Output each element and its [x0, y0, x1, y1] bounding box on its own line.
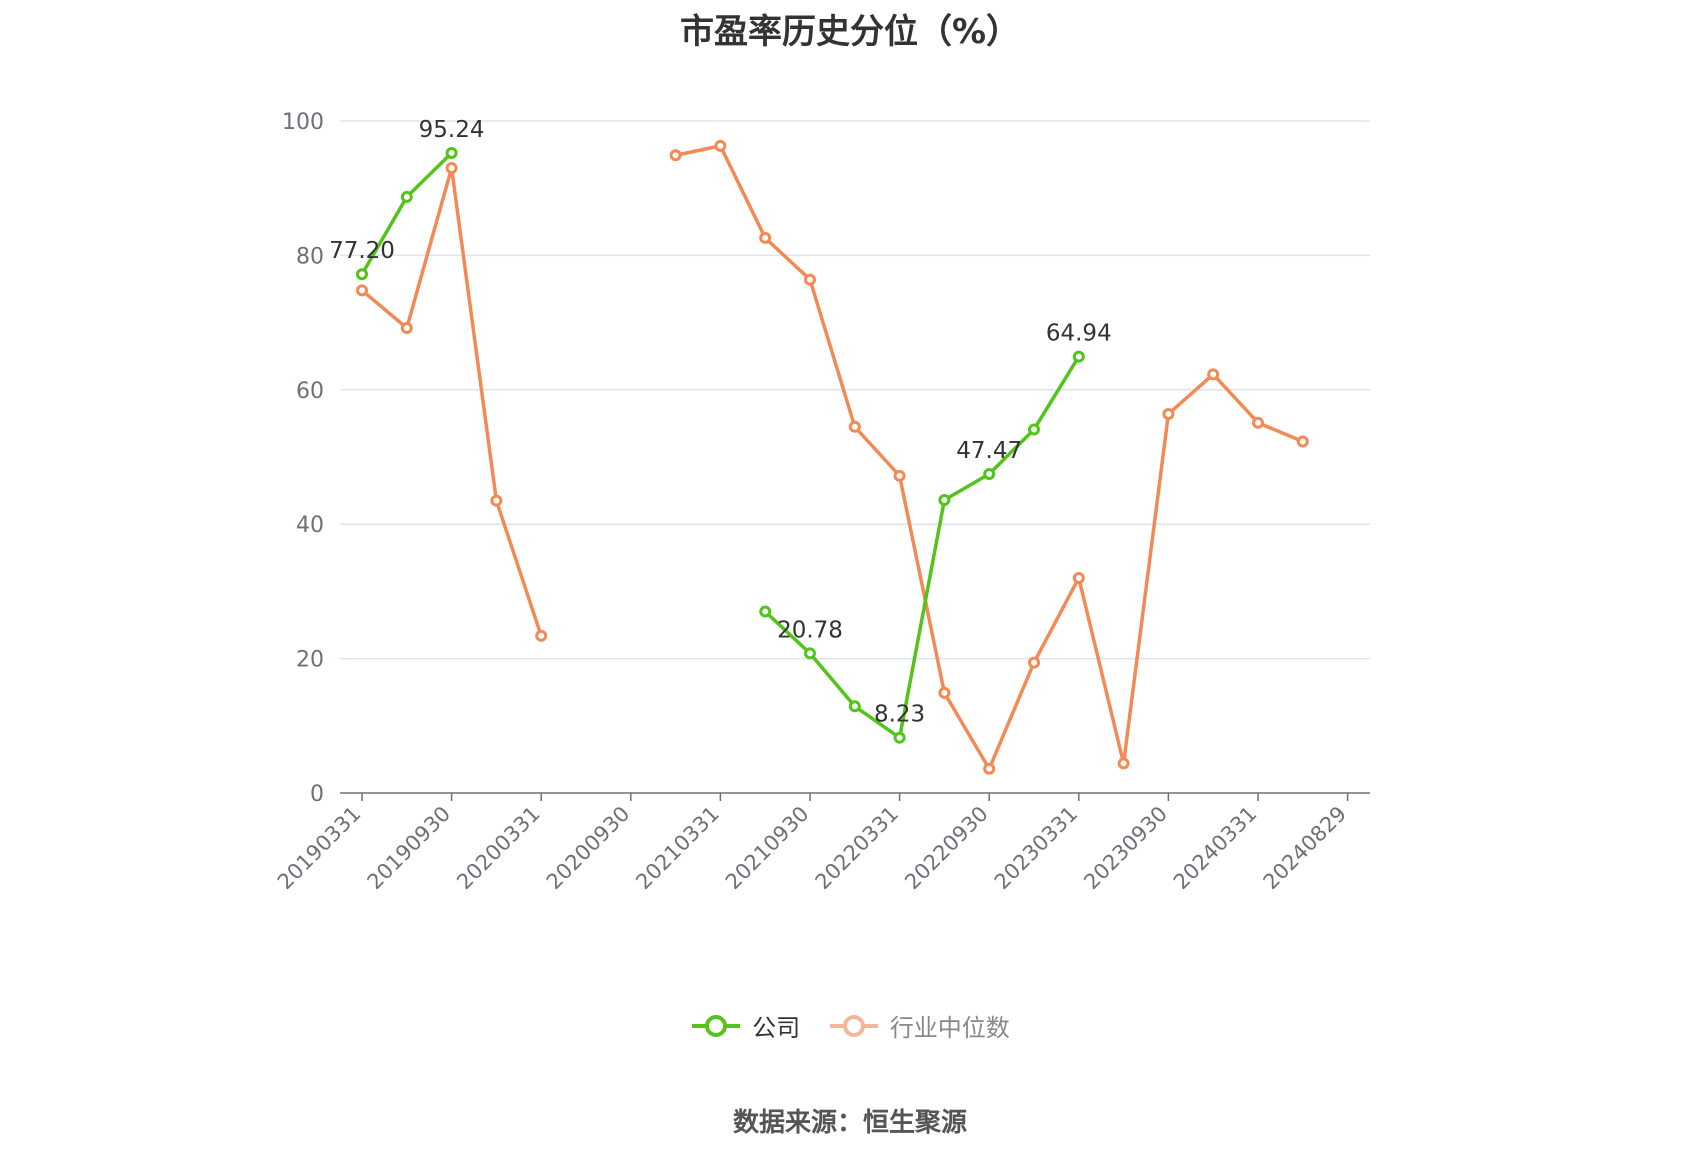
x-tick-label: 20240331	[1169, 802, 1262, 895]
x-tick-label: 20240829	[1259, 802, 1352, 895]
data-label: 77.20	[329, 238, 395, 264]
data-label: 95.24	[419, 117, 485, 143]
data-label: 20.78	[777, 617, 843, 643]
series-lines	[356, 139, 1309, 775]
x-tick-label: 20230930	[1079, 802, 1172, 895]
y-tick-label: 20	[296, 648, 324, 673]
y-tick-label: 100	[282, 110, 324, 135]
data-point-industry	[1072, 571, 1085, 584]
data-point-company	[1072, 350, 1085, 363]
legend-label-company: 公司	[752, 1014, 801, 1042]
data-point-company	[1028, 423, 1040, 436]
series-line-company	[764, 355, 1081, 740]
data-point-industry	[1028, 656, 1040, 669]
data-point-industry	[445, 162, 458, 175]
data-point-company	[983, 468, 996, 481]
circle-line-icon	[692, 1014, 741, 1037]
axes: 0 20 40 60 80 100 2019033120190930202003312020…	[273, 110, 1370, 894]
line-chart: 0 20 40 60 80 100 2019033120190930202003312020…	[273, 110, 1370, 894]
x-tick-label: 20210930	[721, 802, 814, 895]
legend-item-industry[interactable]: 行业中位数	[828, 1008, 1010, 1043]
y-tick-label: 60	[296, 379, 324, 404]
data-point-company	[400, 190, 413, 203]
data-point-industry	[983, 762, 996, 775]
data-point-industry	[1162, 407, 1175, 420]
data-point-industry	[1252, 416, 1264, 429]
x-tick-label: 20220930	[900, 802, 993, 895]
data-point-company	[804, 647, 816, 660]
data-point-industry	[893, 469, 906, 482]
x-tick-label: 20230331	[990, 802, 1083, 895]
y-tick-label: 80	[296, 244, 324, 269]
grid-lines	[340, 120, 1370, 660]
circle-line-icon	[829, 1014, 878, 1037]
data-source: 数据来源：恒生聚源	[732, 1108, 967, 1138]
x-tick-label: 20220331	[811, 802, 904, 895]
data-point-company	[445, 146, 458, 159]
data-point-industry	[759, 231, 772, 244]
legend: 公司 行业中位数	[0, 1008, 1700, 1045]
data-label: 47.47	[956, 438, 1022, 464]
data-point-industry	[938, 686, 951, 699]
x-tick-label: 20190331	[273, 802, 366, 895]
data-point-industry	[714, 139, 727, 152]
data-point-industry	[490, 494, 503, 507]
legend-label-industry: 行业中位数	[889, 1014, 1010, 1042]
y-tick-label: 40	[296, 513, 324, 538]
chart-title: 市盈率历史分位（%）	[679, 12, 1021, 52]
x-tick-label: 20210331	[631, 802, 724, 895]
data-point-industry	[535, 629, 548, 642]
data-point-company	[759, 605, 772, 618]
data-point-industry	[400, 321, 413, 334]
data-label: 64.94	[1046, 321, 1112, 347]
x-tick-label: 20200930	[542, 802, 635, 895]
data-labels: 77.20 95.24 20.78 8.23 47.47 64.94	[329, 117, 1112, 728]
data-point-industry	[1296, 435, 1309, 448]
data-point-company	[893, 731, 906, 744]
data-point-industry	[804, 273, 816, 286]
data-point-company	[848, 700, 861, 713]
x-tick-label: 20190930	[363, 802, 456, 895]
data-point-industry	[848, 420, 861, 433]
data-point-industry	[1207, 368, 1220, 381]
data-point-company	[938, 494, 951, 507]
x-tick-label: 20200331	[452, 802, 545, 895]
data-point-company	[356, 268, 368, 281]
data-point-industry	[669, 149, 682, 162]
data-label: 8.23	[874, 702, 925, 728]
legend-item-company[interactable]: 公司	[690, 1008, 800, 1043]
y-tick-label: 0	[310, 782, 324, 807]
data-point-industry	[356, 284, 368, 297]
data-point-industry	[1117, 757, 1130, 770]
